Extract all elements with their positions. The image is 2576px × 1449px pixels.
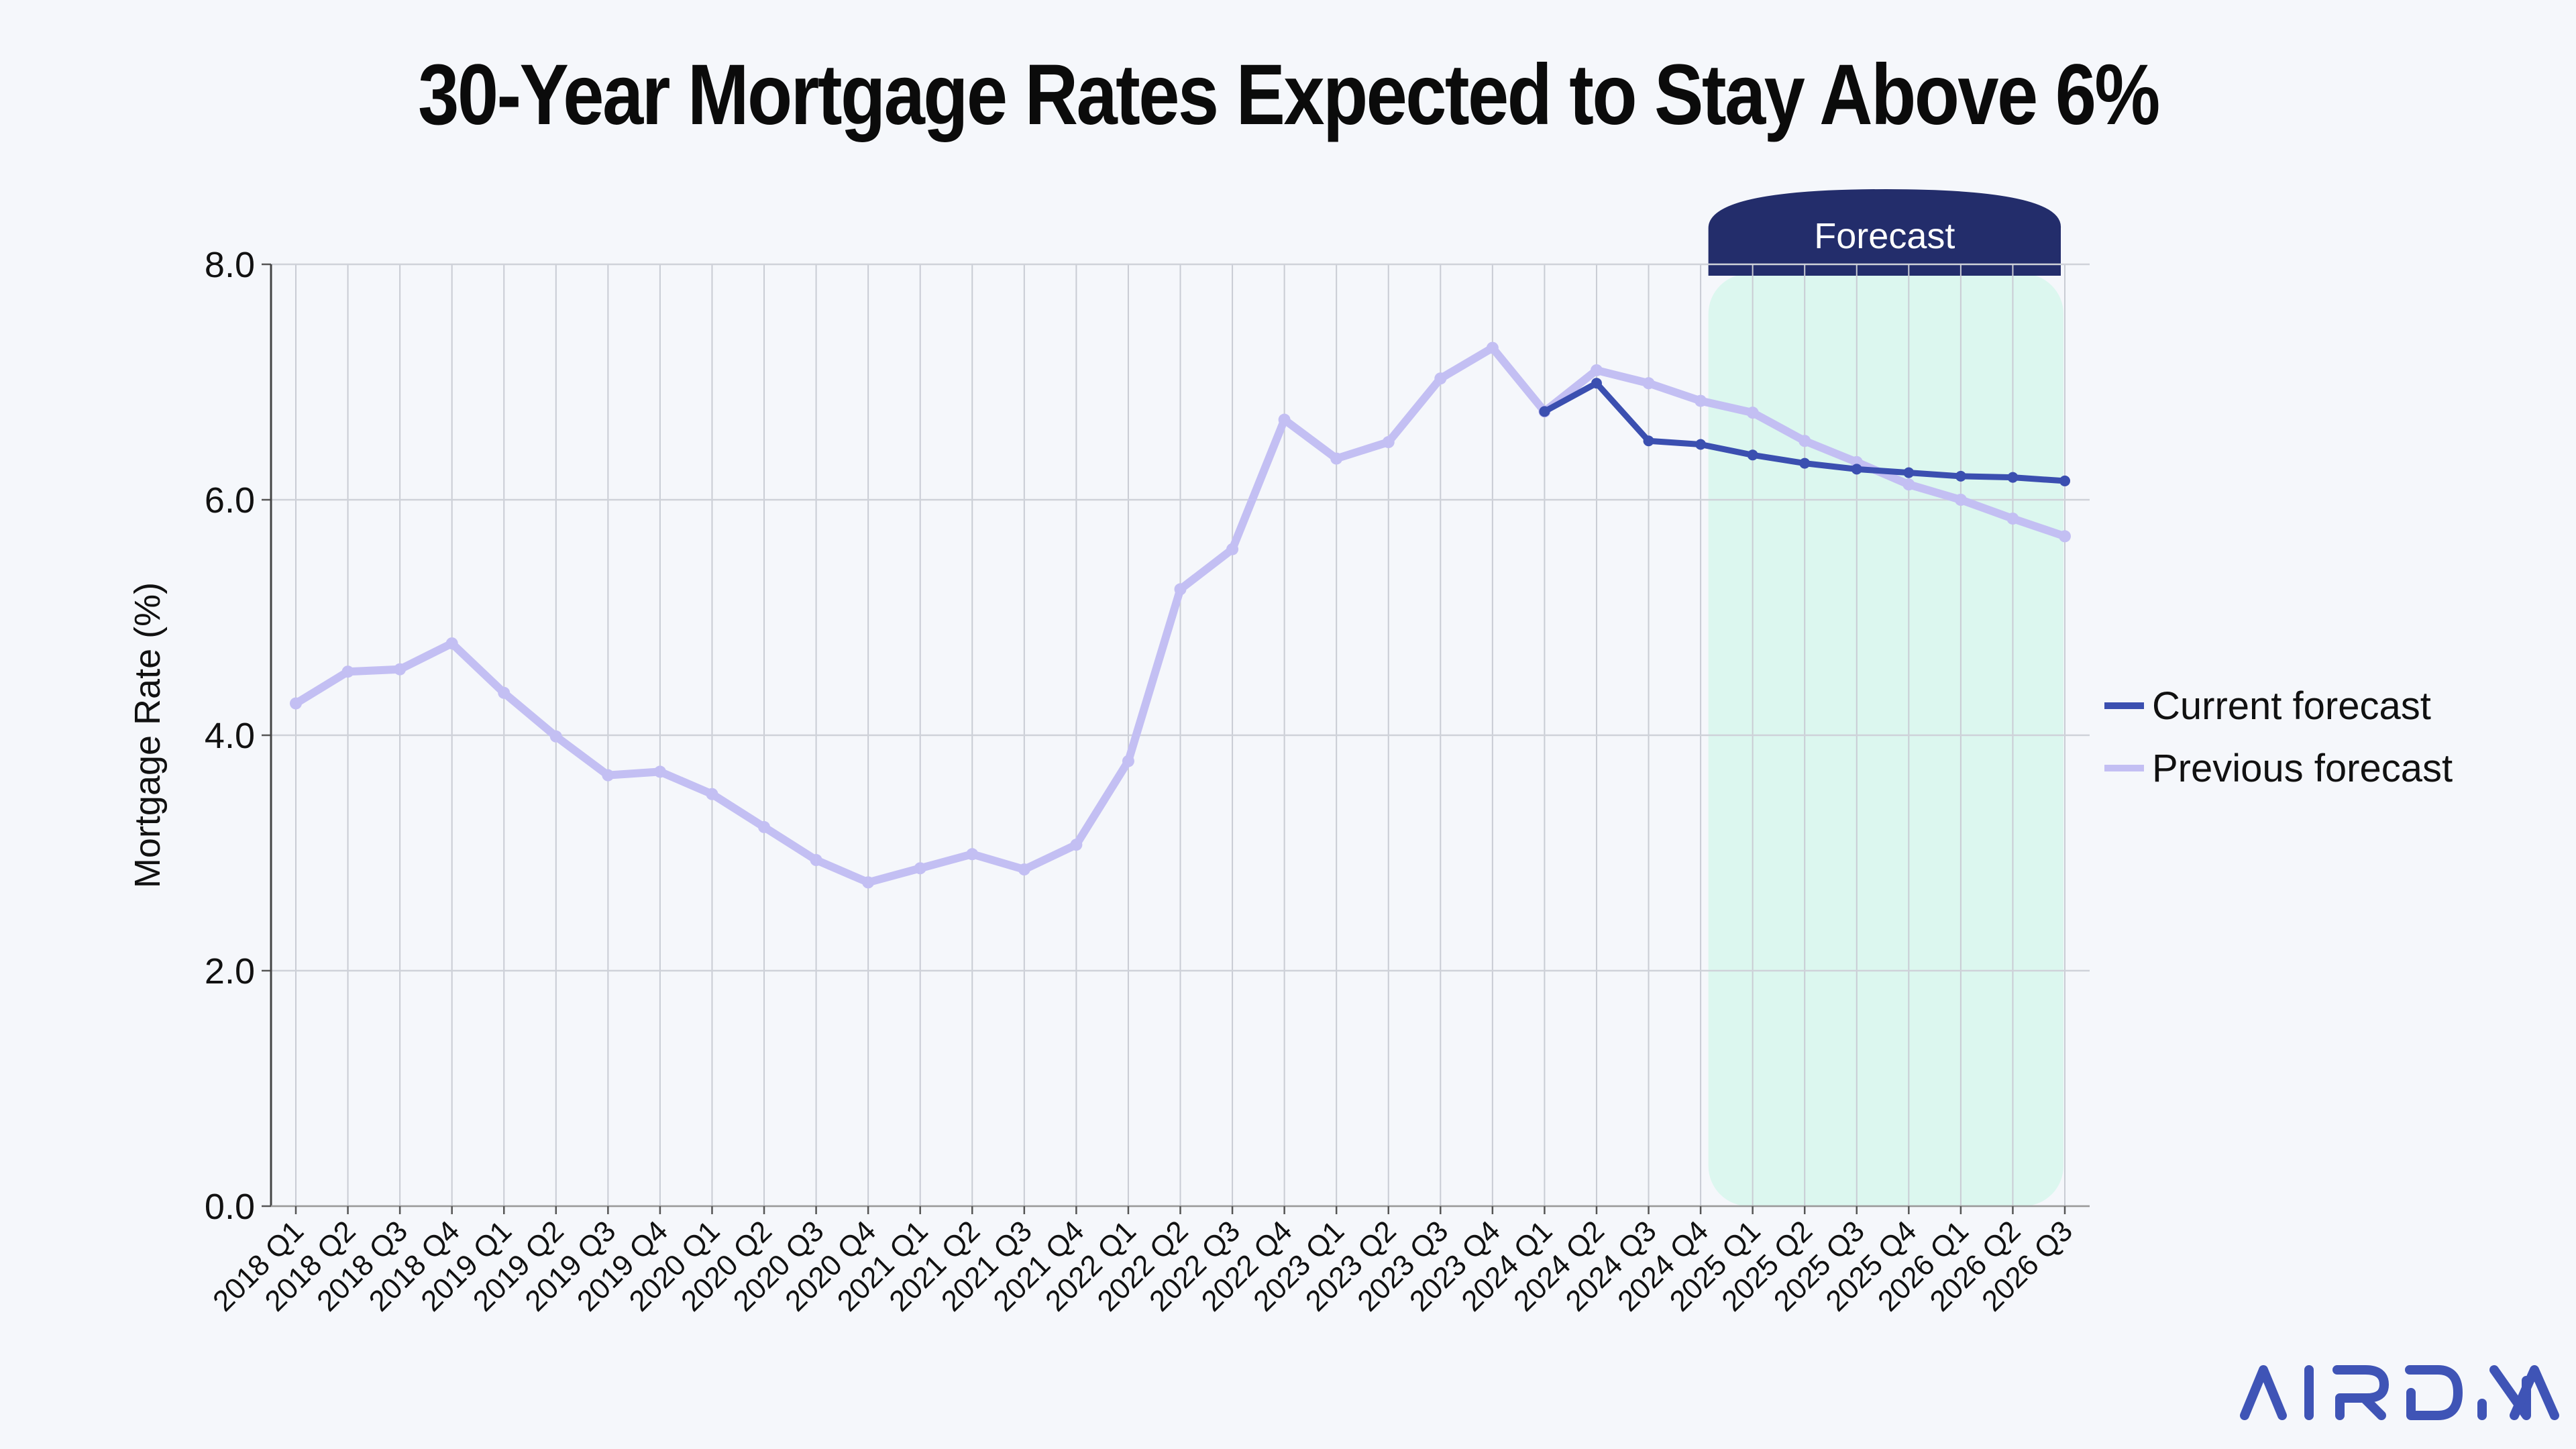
data-point bbox=[2059, 530, 2071, 543]
data-point bbox=[1486, 341, 1499, 354]
data-point bbox=[653, 765, 666, 778]
data-point bbox=[549, 730, 562, 743]
data-point bbox=[1851, 464, 1862, 475]
data-point bbox=[1278, 413, 1291, 426]
data-point bbox=[1643, 435, 1654, 447]
data-point bbox=[2007, 472, 2019, 483]
data-point bbox=[290, 697, 302, 710]
data-point bbox=[2006, 513, 2019, 525]
legend-item-current-forecast: Current forecast bbox=[2104, 684, 2431, 728]
y-tick-label: 8.0 bbox=[205, 245, 255, 285]
data-point bbox=[1018, 863, 1030, 876]
data-point bbox=[1799, 435, 1811, 447]
data-point bbox=[1903, 467, 1915, 478]
legend-label: Current forecast bbox=[2152, 684, 2431, 728]
y-tick-label: 4.0 bbox=[205, 716, 255, 756]
data-point bbox=[1590, 364, 1603, 376]
chart-title-text: 30-Year Mortgage Rates Expected to Stay … bbox=[417, 47, 2160, 143]
data-point bbox=[914, 862, 926, 875]
data-point bbox=[1174, 583, 1187, 596]
data-point bbox=[1747, 449, 1758, 461]
data-point bbox=[2059, 475, 2070, 486]
data-point bbox=[445, 637, 458, 650]
data-point bbox=[1695, 394, 1707, 407]
data-point bbox=[1954, 494, 1967, 506]
y-tick-label: 6.0 bbox=[205, 480, 255, 521]
data-point bbox=[394, 663, 407, 676]
y-tick-label: 0.0 bbox=[205, 1187, 255, 1227]
data-point bbox=[1955, 470, 1966, 482]
data-point bbox=[758, 820, 771, 833]
chart-title: 30-Year Mortgage Rates Expected to Stay … bbox=[0, 42, 2576, 149]
airdna-logo bbox=[2240, 1365, 2559, 1420]
legend-item-previous-forecast: Previous forecast bbox=[2104, 747, 2453, 790]
y-axis-label: Mortgage Rate (%) bbox=[127, 582, 168, 888]
data-point bbox=[498, 686, 511, 699]
data-point bbox=[1799, 458, 1811, 469]
legend-label: Previous forecast bbox=[2152, 747, 2453, 790]
data-point bbox=[1902, 478, 1915, 491]
forecast-label: Forecast bbox=[1814, 216, 1955, 256]
data-point bbox=[966, 848, 979, 861]
series-current-forecast bbox=[1539, 378, 2070, 486]
data-point bbox=[1746, 407, 1759, 419]
data-point bbox=[341, 665, 354, 678]
y-tick-label: 2.0 bbox=[205, 951, 255, 991]
data-point bbox=[602, 769, 614, 782]
data-point bbox=[706, 788, 718, 800]
data-point bbox=[1642, 377, 1655, 390]
forecast-label-pill bbox=[1708, 189, 2061, 276]
data-point bbox=[862, 876, 875, 889]
data-point bbox=[1591, 378, 1602, 389]
data-point bbox=[1330, 452, 1343, 465]
data-point bbox=[1539, 406, 1550, 417]
data-point bbox=[810, 854, 822, 867]
data-point bbox=[1070, 839, 1083, 851]
data-point bbox=[1695, 439, 1707, 450]
data-point bbox=[1226, 543, 1239, 555]
data-point bbox=[1382, 436, 1395, 449]
data-point bbox=[1122, 755, 1134, 767]
data-point bbox=[1434, 372, 1447, 385]
